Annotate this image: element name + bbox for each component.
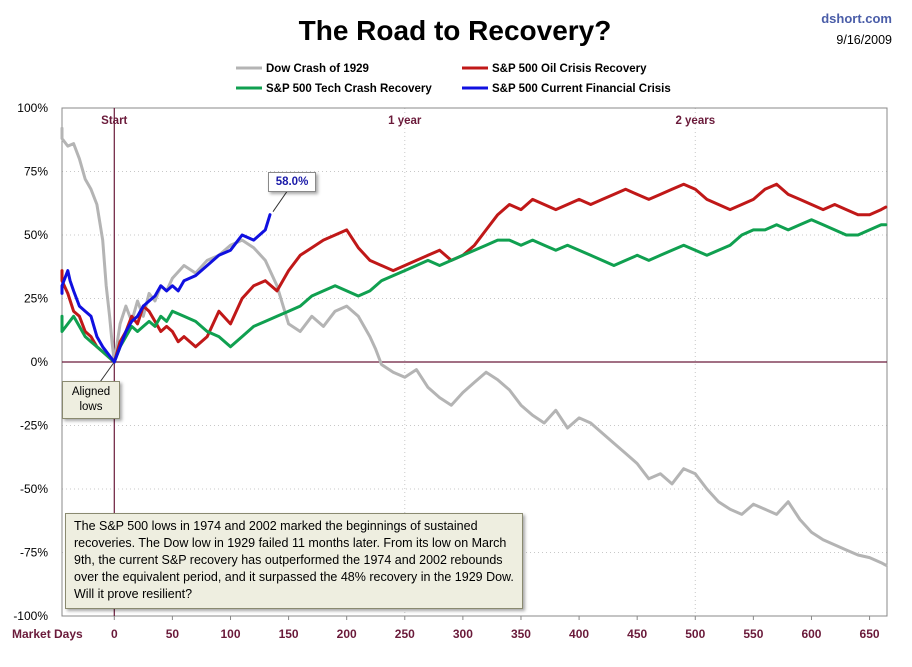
series-line [60, 218, 888, 364]
source-label: dshort.com [821, 11, 892, 26]
marker-label: 1 year [388, 115, 422, 127]
y-tick-label: -50% [20, 482, 48, 496]
commentary-note: The S&P 500 lows in 1974 and 2002 marked… [65, 513, 523, 609]
end-value-pointer [272, 189, 289, 212]
series-group [60, 126, 888, 567]
aligned-lows-callout: Aligned lows [62, 381, 120, 419]
y-tick-label: -25% [20, 419, 48, 433]
x-tick-label: 500 [685, 627, 705, 641]
x-tick-label: 150 [279, 627, 299, 641]
x-tick-label: 350 [511, 627, 531, 641]
x-tick-label: 400 [569, 627, 589, 641]
legend: Dow Crash of 1929 S&P 500 Oil Crisis Reco… [236, 63, 671, 95]
chart-title: The Road to Recovery? [299, 15, 612, 46]
legend-label: Dow Crash of 1929 [266, 63, 369, 75]
aligned-lows-pointer [99, 361, 115, 383]
y-tick-label: -100% [13, 609, 48, 623]
y-tick-label: 0% [31, 355, 49, 369]
y-tick-label: -75% [20, 546, 48, 560]
x-tick-label: 200 [337, 627, 357, 641]
series-line [60, 126, 888, 567]
series-line [60, 182, 888, 364]
y-tick-label: 100% [17, 101, 48, 115]
x-axis-title: Market Days [12, 627, 83, 641]
marker-label: 2 years [675, 115, 715, 127]
series-line [60, 213, 272, 364]
y-tick-label: 50% [24, 228, 48, 242]
y-tick-label: 75% [24, 165, 48, 179]
x-tick-label: 550 [743, 627, 763, 641]
x-tick-label: 50 [166, 627, 180, 641]
x-tick-label: 600 [801, 627, 821, 641]
x-tick-label: 0 [111, 627, 118, 641]
legend-label: S&P 500 Current Financial Crisis [492, 83, 671, 95]
x-tick-label: 450 [627, 627, 647, 641]
y-tick-label: 25% [24, 292, 48, 306]
marker-label: Start [101, 115, 127, 127]
x-tick-label: 250 [395, 627, 415, 641]
legend-label: S&P 500 Tech Crash Recovery [266, 83, 432, 95]
tick-labels: 100% 75% 50% 25% 0% -25% -50% -75% -100% Market D… [12, 101, 880, 641]
date-label: 9/16/2009 [836, 33, 892, 47]
x-tick-label: 300 [453, 627, 473, 641]
legend-label: S&P 500 Oil Crisis Recovery [492, 63, 647, 75]
x-tick-label: 650 [860, 627, 880, 641]
end-value-callout: 58.0% [268, 172, 316, 192]
x-tick-label: 100 [220, 627, 240, 641]
